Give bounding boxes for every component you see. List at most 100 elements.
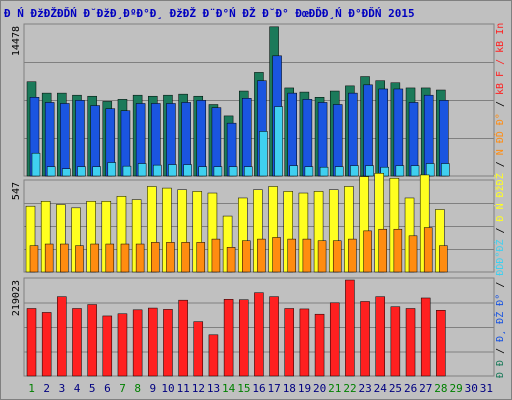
sites-bar [151,242,160,273]
sites-bar [272,237,281,273]
pages-bar [363,84,373,177]
sites-bar [363,230,372,273]
files-bar [289,165,298,177]
x-tick-label: 28 [434,382,447,395]
x-tick-label: 17 [268,382,281,395]
sites-bar [181,242,190,273]
kbytes-bar [132,309,143,377]
chart-title: Ð Ń ÐžÐŽÐĎŃ Ð˘ÐžÐ¸ÐºÐ°Ð¸ ÐžÐŽ Ð¨Ð°Ń ÐŽ Ð… [4,7,415,20]
sites-bar [439,245,448,273]
sites-bar [29,245,39,273]
kbytes-bar [87,304,97,377]
kbytes-bar [405,308,416,377]
x-tick-label: 3 [59,382,66,395]
sites-bar [211,238,221,273]
sites-bar [423,227,433,273]
panel-top: 14478 [11,23,495,177]
pages-bar [302,99,313,177]
panel-bottom: 219023 [11,277,495,377]
kbytes-bar [223,299,234,377]
files-bar [62,168,71,177]
legend-entry: Ð Ń ÐžÐŽ [493,173,506,221]
x-tick-label: 22 [343,382,356,395]
sites-bar [408,235,418,273]
files-bar [213,166,223,177]
kbytes-bar [375,296,385,377]
files-bar [153,164,162,177]
sites-bar [378,228,387,273]
pages-bar [211,107,222,177]
kbytes-bar [239,299,249,377]
x-tick-label: 20 [313,382,326,395]
x-tick-label: 15 [237,382,250,395]
x-tick-label: 2 [43,382,50,395]
kbytes-bar [314,313,325,377]
files-bar [31,152,41,177]
files-bar [304,166,314,177]
pages-bar [348,92,358,177]
x-tick-label: 21 [328,382,341,395]
files-bar [395,165,405,177]
pages-bar [44,102,55,177]
kbytes-bar [284,308,294,377]
legend-entry: Ń ÐĎ Ð° [493,113,506,155]
sites-bar [90,243,99,273]
pages-bar [60,103,70,177]
legend: Ð Ð / Ð¸ ÐŽ Ð° / ÐĎÐ°ÐŽ / Ð Ń ÐžÐŽ / Ń Ð… [493,23,506,378]
x-tick-label: 25 [389,382,402,395]
sites-bar [257,238,266,273]
kbytes-bar [329,302,340,377]
files-bar [425,163,435,177]
sites-bar [242,240,251,273]
kbytes-bar [148,307,158,377]
kbytes-bar [254,292,264,377]
x-tick-label: 19 [298,382,311,395]
x-tick-label: 8 [134,382,141,395]
files-bar [334,166,344,177]
legend-entry: Ð¸ ÐŽ Ð° [493,294,506,342]
pages-bar [75,100,85,177]
kbytes-bar [117,313,128,377]
files-bar [244,166,253,177]
sites-bar [302,238,312,273]
x-tick-label: 29 [449,382,462,395]
sites-bar [393,228,403,273]
kbytes-bar [390,306,401,377]
kbytes-bar [269,296,279,377]
files-bar [365,165,374,177]
sites-bar [60,243,69,273]
x-tick-label: 30 [465,382,478,395]
sites-bar [105,243,115,273]
legend-entry: kB F / kB In [495,23,506,95]
sites-bar [75,245,84,273]
x-tick-label: 18 [283,382,296,395]
sites-bar [287,238,296,273]
pages-bar [332,104,343,177]
x-tick-label: 27 [419,382,432,395]
pages-bar [378,88,388,177]
x-tick-label: 31 [480,382,493,395]
x-tick-label: 16 [252,382,265,395]
kbytes-bar [178,299,188,377]
x-tick-label: 26 [404,382,417,395]
sites-bar [332,240,342,273]
kbytes-bar [345,279,355,377]
files-bar [107,162,117,177]
pages-bar [408,102,419,177]
files-bar [122,165,132,177]
files-bar [92,166,101,177]
x-tick-label: 13 [207,382,220,395]
sites-bar [317,240,327,273]
files-bar [168,164,177,177]
kbytes-bar [26,308,37,377]
files-bar [259,131,268,177]
kbytes-bar [57,296,67,377]
sites-bar [120,243,130,273]
kbytes-bar [208,334,219,377]
files-bar [228,166,238,177]
legend-entry: ÐĎÐ°ÐŽ [493,240,506,276]
files-bar [137,163,147,177]
legend-entry: Ð Ð [495,360,506,378]
kbytes-bar [299,308,310,377]
